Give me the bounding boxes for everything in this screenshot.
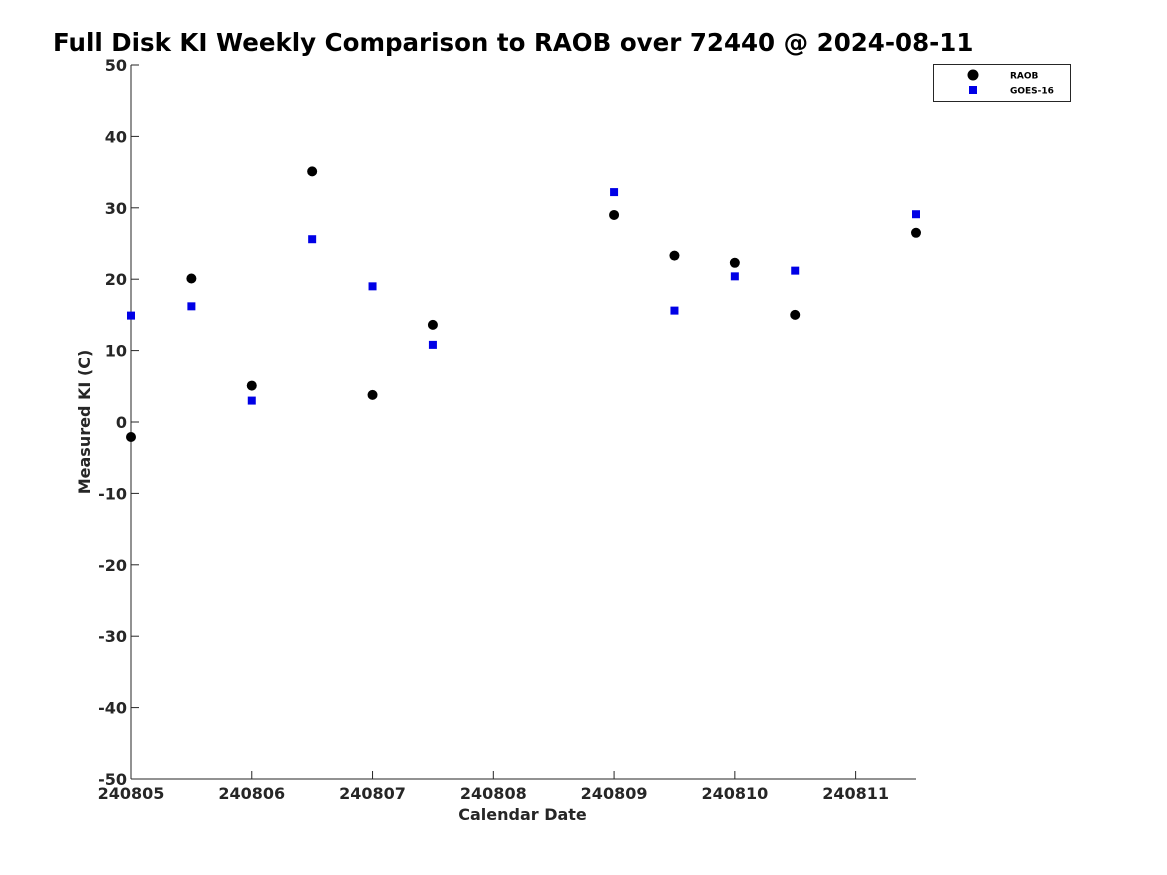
data-point (428, 340, 437, 349)
data-point (610, 188, 619, 197)
series-raob (126, 166, 921, 442)
legend: RAOB GOES-16 (933, 64, 1071, 102)
data-point (609, 209, 620, 220)
x-axis-label: Calendar Date (458, 805, 587, 824)
data-point (308, 235, 317, 244)
chart-title: Full Disk KI Weekly Comparison to RAOB o… (53, 28, 974, 57)
y-tick-label: -30 (98, 627, 127, 646)
data-point (307, 166, 318, 177)
data-point (186, 273, 197, 284)
plot-axes (130, 65, 916, 780)
x-tick-label: 240810 (701, 784, 768, 803)
data-point (187, 302, 196, 311)
legend-label: GOES-16 (1010, 87, 1054, 97)
y-tick-label: -20 (98, 556, 127, 575)
data-point (368, 282, 377, 291)
data-point (790, 309, 801, 320)
x-tick-label: 240809 (581, 784, 648, 803)
legend-marker (967, 69, 979, 81)
y-tick-label: 30 (105, 199, 127, 218)
data-point (911, 227, 921, 238)
x-axis-ticks: 240805 240806 240807 240808 240809 240810 2408… (98, 771, 889, 803)
data-point (367, 389, 378, 400)
y-axis-label: Measured KI (C) (75, 350, 94, 495)
x-tick-label: 240805 (98, 784, 165, 803)
data-point (247, 396, 256, 405)
y-tick-label: 40 (105, 127, 127, 146)
y-tick-label: 50 (105, 56, 127, 75)
y-tick-label: -10 (98, 484, 127, 503)
data-point (670, 306, 679, 315)
series-goes-16 (127, 188, 920, 405)
data-point (730, 272, 739, 281)
y-tick-label: 10 (105, 342, 127, 361)
data-point (912, 210, 920, 219)
data-point (126, 431, 136, 442)
data-point (669, 250, 680, 261)
legend-box (933, 64, 1071, 102)
x-tick-label: 240811 (822, 784, 889, 803)
x-tick-label: 240808 (460, 784, 527, 803)
x-tick-label: 240807 (339, 784, 406, 803)
legend-label: RAOB (1010, 72, 1039, 82)
data-point (791, 266, 800, 275)
x-tick-label: 240806 (218, 784, 285, 803)
y-tick-label: -40 (98, 699, 127, 718)
y-tick-label: -50 (98, 770, 127, 789)
data-point (427, 319, 438, 330)
data-point (729, 257, 740, 268)
y-axis-ticks: 50 40 30 20 10 0 -10 -20 -30 -40 -50 (98, 56, 139, 789)
data-points (126, 166, 921, 442)
data-point (246, 380, 257, 391)
y-tick-label: 20 (105, 270, 127, 289)
y-tick-label: 0 (116, 413, 127, 432)
legend-marker (969, 86, 977, 94)
data-point (127, 311, 135, 320)
